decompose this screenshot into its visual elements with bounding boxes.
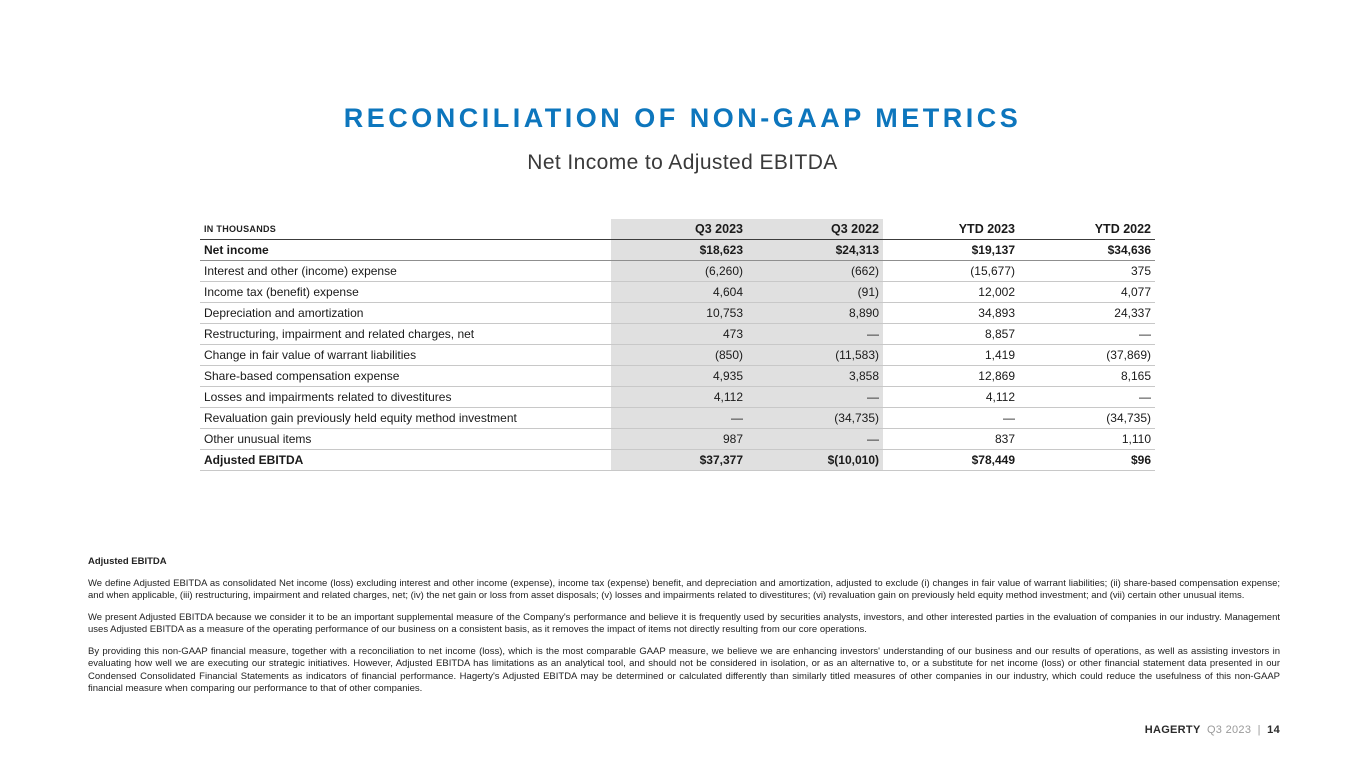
cell-q3-2022: (662) [747, 260, 883, 282]
col-header-q3-2022: Q3 2022 [747, 219, 883, 240]
table-row-revaluation-gain: Revaluation gain previously held equity … [200, 407, 1155, 429]
col-header-ytd-2023: YTD 2023 [958, 222, 1015, 236]
footnotes-section: Adjusted EBITDA We define Adjusted EBITD… [88, 556, 1280, 705]
page-number: 14 [1267, 724, 1280, 736]
cell-q3-2022: 8,890 [747, 302, 883, 324]
row-label: Net income [204, 243, 269, 257]
cell-ytd-2022: 24,337 [1114, 306, 1151, 320]
page-subtitle: Net Income to Adjusted EBITDA [527, 151, 838, 174]
footnote-heading: Adjusted EBITDA [88, 556, 167, 567]
row-label: Losses and impairments related to divest… [204, 390, 452, 404]
footnote-paragraph-3: By providing this non-GAAP financial mea… [88, 645, 1280, 695]
col-header-q3-2023: Q3 2023 [611, 219, 747, 240]
row-label: Interest and other (income) expense [204, 264, 397, 278]
cell-ytd-2023: 12,869 [978, 369, 1015, 383]
table-row-other-unusual: Other unusual items 987 — 837 1,110 [200, 428, 1155, 450]
non-gaap-table: IN THOUSANDS Q3 2023 Q3 2022 YTD 2023 YT… [200, 219, 1155, 471]
row-label: Restructuring, impairment and related ch… [204, 327, 475, 341]
cell-ytd-2023: 4,112 [985, 390, 1015, 404]
table-row-net-income: Net income $18,623 $24,313 $19,137 $34,6… [200, 239, 1155, 261]
row-label: Revaluation gain previously held equity … [204, 411, 517, 425]
cell-q3-2022: (34,735) [747, 407, 883, 429]
table-body: Net income $18,623 $24,313 $19,137 $34,6… [200, 239, 1155, 471]
cell-ytd-2022: $34,636 [1107, 243, 1151, 257]
footnote-paragraph-2: We present Adjusted EBITDA because we co… [88, 611, 1280, 636]
cell-q3-2022: — [747, 386, 883, 408]
cell-q3-2023: (850) [611, 344, 747, 366]
cell-q3-2023: 987 [611, 428, 747, 450]
cell-q3-2023: 4,935 [611, 365, 747, 387]
col-header-in-thousands: IN THOUSANDS [204, 224, 277, 234]
cell-q3-2022: (11,583) [747, 344, 883, 366]
row-label: Other unusual items [204, 432, 312, 446]
row-label: Depreciation and amortization [204, 306, 364, 320]
cell-ytd-2022: (37,869) [1106, 348, 1151, 362]
table-row-warrant-liabilities: Change in fair value of warrant liabilit… [200, 344, 1155, 366]
footer-period: Q3 2023 [1206, 724, 1252, 736]
cell-ytd-2022: 8,165 [1120, 369, 1151, 383]
cell-ytd-2022: 1,110 [1121, 432, 1151, 446]
table-row-restructuring: Restructuring, impairment and related ch… [200, 323, 1155, 345]
cell-ytd-2022: — [1139, 390, 1151, 404]
cell-ytd-2022: 4,077 [1120, 285, 1151, 299]
cell-q3-2022: (91) [747, 281, 883, 303]
cell-ytd-2023: $19,137 [971, 243, 1015, 257]
brand-logo-text: HAGERTY [1144, 724, 1201, 736]
table-row-adjusted-ebitda: Adjusted EBITDA $37,377 $(10,010) $78,44… [200, 449, 1155, 471]
cell-q3-2022: $24,313 [747, 239, 883, 261]
cell-q3-2023: 4,604 [611, 281, 747, 303]
cell-q3-2022: — [747, 428, 883, 450]
reconciliation-table: IN THOUSANDS Q3 2023 Q3 2022 YTD 2023 YT… [200, 219, 1155, 471]
row-label: Income tax (benefit) expense [204, 285, 359, 299]
cell-ytd-2022: $96 [1130, 453, 1151, 467]
cell-ytd-2023: 34,893 [978, 306, 1015, 320]
cell-q3-2023: 10,753 [611, 302, 747, 324]
table-row-share-based-comp: Share-based compensation expense 4,935 3… [200, 365, 1155, 387]
cell-ytd-2023: (15,677) [970, 264, 1015, 278]
cell-q3-2022: $(10,010) [747, 449, 883, 471]
cell-ytd-2022: 375 [1130, 264, 1151, 278]
slide-footer: HAGERTY Q3 2023 | 14 [1142, 724, 1280, 736]
cell-ytd-2023: 1,419 [984, 348, 1015, 362]
cell-ytd-2023: 12,002 [978, 285, 1015, 299]
table-row-divestitures: Losses and impairments related to divest… [200, 386, 1155, 408]
table-row-interest: Interest and other (income) expense (6,2… [200, 260, 1155, 282]
cell-q3-2023: 473 [611, 323, 747, 345]
row-label: Adjusted EBITDA [204, 453, 304, 467]
cell-ytd-2022: (34,735) [1106, 411, 1151, 425]
cell-q3-2023: $37,377 [611, 449, 747, 471]
footer-separator: | [1257, 724, 1261, 736]
table-header-row: IN THOUSANDS Q3 2023 Q3 2022 YTD 2023 YT… [200, 219, 1155, 240]
cell-q3-2023: (6,260) [611, 260, 747, 282]
cell-ytd-2023: 837 [994, 432, 1015, 446]
cell-q3-2022: 3,858 [747, 365, 883, 387]
cell-ytd-2023: $78,449 [971, 453, 1015, 467]
table-row-depreciation: Depreciation and amortization 10,753 8,8… [200, 302, 1155, 324]
cell-q3-2023: $18,623 [611, 239, 747, 261]
page-title: RECONCILIATION OF NON-GAAP METRICS [343, 103, 1022, 133]
cell-q3-2023: — [611, 407, 747, 429]
col-header-ytd-2022: YTD 2022 [1094, 222, 1151, 236]
cell-q3-2023: 4,112 [611, 386, 747, 408]
row-label: Change in fair value of warrant liabilit… [204, 348, 417, 362]
cell-ytd-2023: — [1003, 411, 1015, 425]
row-label: Share-based compensation expense [204, 369, 400, 383]
table-header: IN THOUSANDS Q3 2023 Q3 2022 YTD 2023 YT… [200, 219, 1155, 240]
table-row-income-tax: Income tax (benefit) expense 4,604 (91) … [200, 281, 1155, 303]
cell-q3-2022: — [747, 323, 883, 345]
cell-ytd-2023: 8,857 [984, 327, 1015, 341]
footnote-paragraph-1: We define Adjusted EBITDA as consolidate… [88, 577, 1280, 602]
cell-ytd-2022: — [1139, 327, 1151, 341]
